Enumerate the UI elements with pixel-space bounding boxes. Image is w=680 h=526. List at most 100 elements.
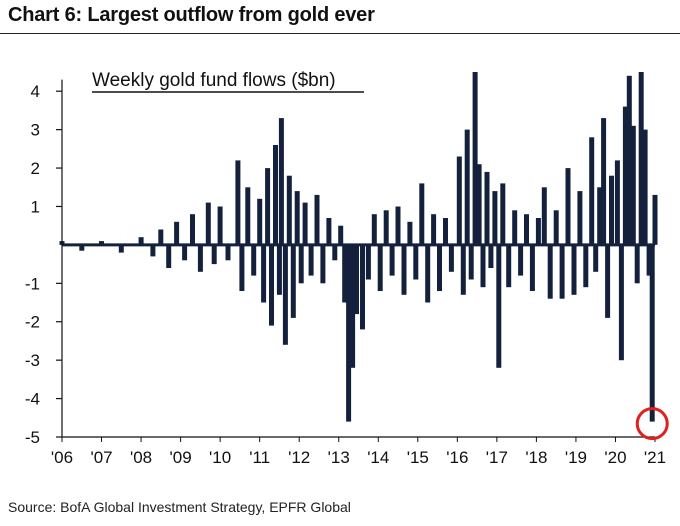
flow-bar	[589, 137, 595, 245]
flow-bar	[182, 244, 188, 261]
flow-bar	[419, 183, 425, 245]
chart-title: Chart 6: Largest outflow from gold ever	[8, 4, 375, 26]
flow-bar	[298, 244, 304, 284]
flow-bar	[492, 191, 498, 245]
flow-bar	[443, 218, 448, 245]
flow-bar	[448, 244, 454, 272]
flow-bar	[245, 187, 251, 245]
flow-bar	[583, 244, 589, 288]
flow-bar	[597, 187, 603, 245]
flow-bar	[480, 244, 486, 288]
flow-bar	[496, 244, 502, 368]
flow-bar	[593, 244, 599, 272]
flow-bar	[626, 75, 632, 245]
x-tick-label: '11	[249, 448, 270, 467]
flow-bar	[217, 206, 223, 245]
flow-bar	[484, 171, 490, 245]
source-note: Source: BofA Global Investment Strategy,…	[8, 499, 351, 515]
flow-bar	[251, 244, 257, 276]
y-tick-label: -3	[25, 351, 40, 370]
flow-bar	[290, 244, 296, 318]
flow-bar	[577, 191, 583, 245]
flow-bar	[360, 244, 365, 330]
x-tick-label: '21	[644, 448, 666, 467]
flow-bar	[278, 118, 284, 245]
x-tick-label: '10	[209, 448, 231, 467]
flow-bar	[460, 244, 466, 295]
flow-bar	[320, 244, 326, 284]
flow-bar	[512, 210, 518, 245]
chart-subtitle: Weekly gold fund flows ($bn)	[92, 70, 336, 91]
flow-bar	[601, 118, 607, 245]
y-tick-label: -5	[25, 428, 40, 447]
flow-bar	[377, 244, 383, 291]
flow-bar	[506, 244, 512, 288]
x-tick-label: '09	[170, 448, 192, 467]
flow-bar	[383, 210, 389, 245]
flow-bar	[559, 244, 565, 299]
flow-bar	[401, 244, 407, 295]
y-tick-label: -4	[25, 390, 40, 409]
x-tick-label: '18	[525, 448, 547, 467]
flow-bar	[389, 244, 395, 276]
flow-bar	[395, 206, 401, 245]
flow-bar	[302, 202, 308, 245]
flow-bar	[614, 160, 620, 245]
flow-bar	[565, 168, 571, 245]
flow-bar	[332, 244, 338, 261]
flow-bar	[500, 183, 506, 245]
flow-bar	[468, 244, 474, 280]
x-tick-label: '19	[565, 448, 587, 467]
x-tick-label: '20	[604, 448, 626, 467]
flow-bar	[535, 218, 541, 245]
flow-bar	[99, 241, 104, 245]
flow-bar	[338, 225, 344, 245]
x-tick-label: '14	[367, 448, 389, 467]
y-tick-label: 3	[31, 121, 40, 140]
flow-bar	[488, 244, 494, 268]
flow-bar	[138, 237, 144, 245]
flow-bar	[652, 194, 658, 245]
title-divider	[0, 33, 680, 34]
flow-bar	[605, 244, 611, 318]
x-tick-label: '15	[407, 448, 429, 467]
flow-bar	[571, 244, 577, 295]
flow-bar	[630, 125, 636, 245]
flow-bar	[326, 218, 332, 245]
flow-bar	[257, 198, 263, 245]
x-axis: '06 '07 '08 '09 '10 '11 '12 '13 '14 '15 '16 '17 '18 '…	[51, 436, 666, 467]
flow-bar	[308, 244, 314, 276]
flow-bar	[618, 244, 624, 361]
x-tick-label: '17	[486, 448, 508, 467]
flow-bar	[118, 244, 124, 253]
flow-bar	[365, 244, 371, 280]
flow-bar	[425, 244, 431, 303]
largest-outflow-highlight	[635, 407, 669, 441]
flow-bar	[472, 72, 478, 245]
flow-bar	[609, 175, 614, 245]
flow-bar	[158, 229, 164, 245]
x-tick-label: '16	[446, 448, 468, 467]
flow-bar	[314, 194, 320, 245]
x-tick-label: '08	[130, 448, 152, 467]
flow-bar	[342, 244, 348, 303]
flow-bar	[261, 244, 267, 303]
flow-bar	[413, 244, 419, 280]
flow-bar	[437, 244, 442, 291]
flow-bar	[273, 145, 278, 245]
flow-bar	[541, 187, 547, 245]
flow-bar	[79, 244, 85, 251]
flow-bar	[265, 168, 271, 245]
flow-bar	[166, 244, 172, 268]
x-tick-label: '12	[288, 448, 310, 467]
flow-bar	[638, 72, 644, 245]
flow-bar	[634, 244, 640, 284]
flow-bar	[622, 106, 628, 245]
bars-layer	[59, 72, 658, 422]
flow-bar	[407, 221, 413, 245]
flow-bar	[350, 244, 356, 368]
flow-bar	[464, 129, 470, 245]
flow-bar	[649, 244, 655, 422]
flow-bar	[197, 244, 203, 272]
flow-bar	[286, 175, 292, 245]
